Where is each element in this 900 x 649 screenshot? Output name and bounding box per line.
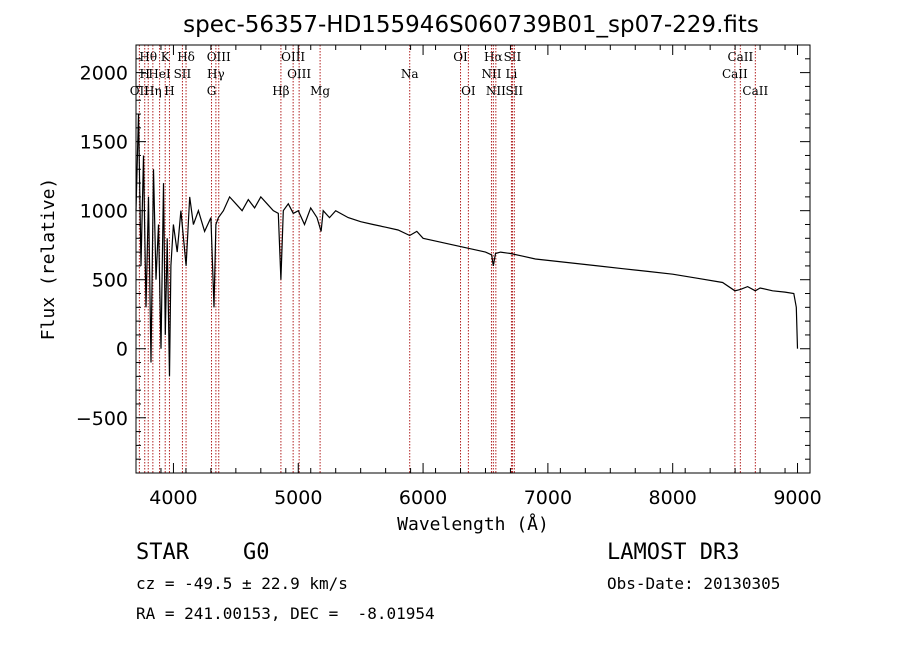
spectrum-line [135, 113, 799, 377]
redshift-cz: cz = -49.5 ± 22.9 km/s [136, 574, 348, 593]
x-tick-label: 4000 [149, 487, 197, 509]
line-label: K [161, 50, 171, 64]
line-label: Mg [310, 84, 330, 98]
line-label: HeI [148, 67, 171, 81]
y-tick-label: 1500 [80, 132, 128, 154]
y-axis-label: Flux (relative) [38, 178, 59, 341]
line-label: Li [506, 67, 518, 81]
line-label: SII [174, 67, 192, 81]
x-tick-label: 7000 [524, 487, 572, 509]
x-tick-label: 9000 [773, 487, 821, 509]
line-label: OII [130, 84, 150, 98]
line-label: Hδ [177, 50, 195, 64]
line-label: OIII [207, 50, 231, 64]
spectrum-layer [135, 113, 799, 377]
y-tick-label: 500 [92, 270, 128, 292]
line-label: CaII [727, 50, 753, 64]
object-subclass: G0 [243, 540, 270, 565]
line-label: NII [486, 84, 506, 98]
line-label: CaII [722, 67, 748, 81]
plot-frame [135, 44, 811, 474]
line-label: SII [505, 84, 523, 98]
line-label: G [207, 84, 217, 98]
line-label: NII [481, 67, 501, 81]
y-tick-label: −500 [76, 408, 128, 430]
x-tick-label: 6000 [399, 487, 447, 509]
x-axis-label: Wavelength (Å) [397, 513, 549, 535]
line-label: SII [504, 50, 522, 64]
chart-title: spec-56357-HD155946S060739B01_sp07-229.f… [183, 12, 759, 38]
line-label: H [140, 67, 150, 81]
coordinates: RA = 241.00153, DEC = -8.01954 [136, 604, 435, 623]
line-label: H [164, 84, 174, 98]
line-label: OIII [281, 50, 305, 64]
line-label: Hγ [207, 67, 225, 81]
y-tick-label: 2000 [80, 63, 128, 85]
axis-ticks: 4000 5000 6000 7000 8000 9000 −500 0 500 1000 1500… [76, 45, 822, 509]
y-tick-label: 1000 [80, 201, 128, 223]
y-tick-label: 0 [116, 339, 128, 361]
object-class: STAR [136, 540, 189, 565]
line-label: Hα [484, 50, 503, 64]
obs-date: Obs-Date: 20130305 [607, 574, 781, 593]
line-label: OI [453, 50, 468, 64]
survey-name: LAMOST DR3 [607, 540, 740, 565]
x-tick-label: 8000 [649, 487, 697, 509]
line-label: OI [461, 84, 476, 98]
line-label: Hη [144, 84, 162, 98]
x-tick-label: 5000 [274, 487, 322, 509]
line-label: OIII [287, 67, 311, 81]
line-label: Na [401, 67, 419, 81]
line-label: Hθ [139, 50, 157, 64]
line-label: CaII [742, 84, 768, 98]
line-label: Hβ [272, 84, 289, 98]
